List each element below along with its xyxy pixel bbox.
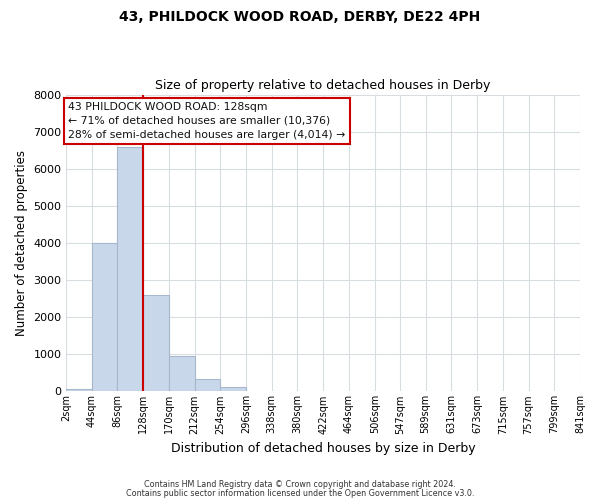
Bar (143, 295, 169, 392)
Text: Contains public sector information licensed under the Open Government Licence v3: Contains public sector information licen… (126, 488, 474, 498)
X-axis label: Distribution of detached houses by size in Derby: Distribution of detached houses by size … (170, 442, 475, 455)
Bar (220, 386, 246, 392)
Bar (169, 356, 194, 392)
Bar (66, 389, 92, 392)
Title: Size of property relative to detached houses in Derby: Size of property relative to detached ho… (155, 79, 491, 92)
Bar (118, 146, 143, 392)
Text: 43 PHILDOCK WOOD ROAD: 128sqm
← 71% of detached houses are smaller (10,376)
28% : 43 PHILDOCK WOOD ROAD: 128sqm ← 71% of d… (68, 102, 346, 140)
Bar (194, 379, 220, 392)
Text: Contains HM Land Registry data © Crown copyright and database right 2024.: Contains HM Land Registry data © Crown c… (144, 480, 456, 489)
Text: 43, PHILDOCK WOOD ROAD, DERBY, DE22 4PH: 43, PHILDOCK WOOD ROAD, DERBY, DE22 4PH (119, 10, 481, 24)
Bar (92, 243, 118, 392)
Y-axis label: Number of detached properties: Number of detached properties (15, 150, 28, 336)
